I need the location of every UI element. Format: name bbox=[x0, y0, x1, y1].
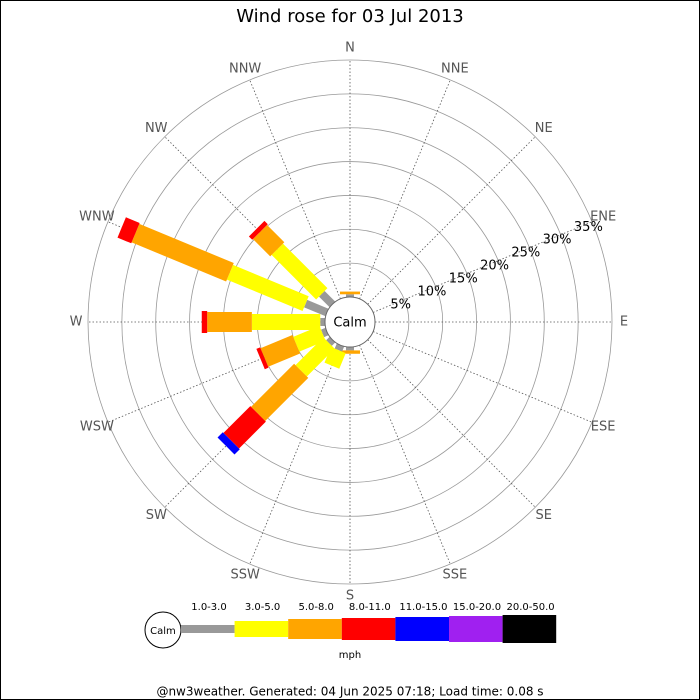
legend-unit: mph bbox=[339, 650, 361, 661]
direction-bars bbox=[201, 311, 325, 333]
legend-swatch bbox=[234, 621, 289, 637]
legend-label: 3.0-5.0 bbox=[245, 602, 280, 613]
bar-segment bbox=[260, 335, 301, 367]
legend-label: 11.0-15.0 bbox=[399, 602, 447, 613]
r-tick-label: 30% bbox=[543, 233, 572, 248]
bar-segment bbox=[131, 223, 234, 282]
chart-title: Wind rose for 03 Jul 2013 bbox=[236, 6, 464, 27]
legend-label: 1.0-3.0 bbox=[191, 602, 226, 613]
bar-segment bbox=[340, 291, 360, 295]
spoke bbox=[359, 344, 451, 565]
direction-label: NNE bbox=[441, 61, 469, 76]
bar-segment bbox=[326, 336, 336, 346]
footer: @nw3weather. Generated: 04 Jun 2025 07:1… bbox=[156, 685, 543, 699]
bar-segment bbox=[226, 264, 309, 312]
direction-label: SE bbox=[536, 508, 552, 523]
bar-segment bbox=[320, 318, 325, 326]
legend-swatch bbox=[449, 616, 503, 642]
spoke bbox=[372, 221, 593, 313]
calm-label: Calm bbox=[333, 316, 366, 331]
bar-segment bbox=[207, 312, 252, 332]
legend-label: 8.0-11.0 bbox=[349, 602, 391, 613]
legend-label: 15.0-20.0 bbox=[453, 602, 501, 613]
legend-swatch bbox=[341, 618, 396, 640]
direction-label: NNW bbox=[229, 61, 261, 76]
r-tick-label: 20% bbox=[480, 259, 509, 274]
spoke bbox=[359, 79, 451, 300]
bar-segment bbox=[223, 406, 266, 449]
bar-segment bbox=[304, 299, 329, 317]
direction-label: NE bbox=[535, 121, 553, 136]
bar-segment bbox=[293, 325, 326, 352]
grid-ring bbox=[87, 59, 613, 585]
bar-segment bbox=[251, 363, 309, 421]
r-tick-label: 15% bbox=[449, 272, 478, 287]
legend-swatch bbox=[181, 625, 235, 633]
direction-bars bbox=[217, 336, 336, 455]
direction-bars bbox=[248, 220, 336, 308]
bar-segment bbox=[201, 311, 208, 333]
spoke bbox=[367, 136, 536, 305]
bar-segment bbox=[271, 243, 328, 300]
legend-label: 20.0-50.0 bbox=[507, 602, 555, 613]
bar-segment bbox=[346, 347, 354, 351]
direction-label: N bbox=[345, 41, 355, 56]
spoke bbox=[367, 339, 536, 508]
bar-segment bbox=[318, 290, 336, 308]
grid-ring bbox=[189, 161, 511, 483]
r-tick-label: 5% bbox=[390, 298, 411, 313]
direction-label: E bbox=[620, 315, 628, 330]
legend-label: 5.0-8.0 bbox=[298, 602, 333, 613]
direction-bars bbox=[256, 325, 329, 370]
direction-label: SSE bbox=[442, 568, 467, 583]
legend-swatch bbox=[395, 617, 449, 641]
direction-label: WNW bbox=[79, 210, 115, 225]
rose: 5%10%15%20%25%30%35%NNNENEENEEESESESSESS… bbox=[70, 41, 629, 604]
legend-calm-label: Calm bbox=[150, 626, 176, 637]
direction-label: S bbox=[346, 589, 354, 604]
r-tick-label: 35% bbox=[574, 220, 603, 235]
bar-segment bbox=[117, 217, 140, 244]
bar-segment bbox=[252, 224, 285, 257]
direction-label: NW bbox=[145, 121, 168, 136]
direction-label: ESE bbox=[591, 419, 616, 434]
bar-segment bbox=[217, 432, 240, 455]
legend-swatch bbox=[288, 619, 342, 639]
spoke bbox=[372, 331, 593, 423]
direction-label: SW bbox=[146, 508, 167, 523]
direction-label: W bbox=[70, 315, 83, 330]
direction-bars bbox=[340, 291, 360, 297]
spoke bbox=[249, 79, 341, 300]
bar-segment bbox=[334, 343, 345, 352]
direction-label: ENE bbox=[590, 210, 616, 225]
r-tick-label: 25% bbox=[511, 246, 540, 261]
bar-segment bbox=[251, 314, 321, 330]
bar-segment bbox=[256, 347, 269, 370]
r-tick-label: 10% bbox=[418, 285, 447, 300]
calm-circle bbox=[324, 296, 376, 348]
bar-segment bbox=[346, 294, 354, 297]
bar-segment bbox=[320, 327, 329, 338]
bar-segment bbox=[248, 220, 268, 240]
bar-segment bbox=[295, 337, 335, 377]
direction-bars bbox=[117, 217, 329, 317]
legend-swatch bbox=[502, 615, 557, 643]
direction-label: WSW bbox=[80, 419, 114, 434]
legend: Calm mph 1.0-3.0 3.0-5.0 5.0-8.0 8.0-11.0 11… bbox=[144, 602, 557, 661]
spoke bbox=[249, 344, 341, 565]
direction-label: SSW bbox=[230, 568, 260, 583]
